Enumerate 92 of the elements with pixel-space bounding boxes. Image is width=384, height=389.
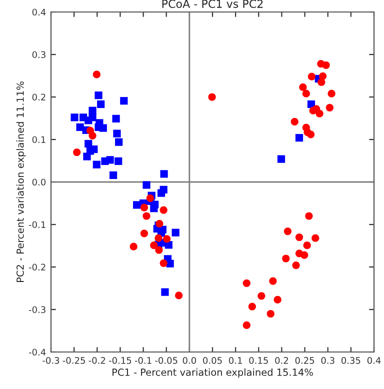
point: [142, 181, 150, 189]
y-axis-title: PC2 - Percent variation explained 11.11%: [16, 82, 26, 282]
x-tick-label: -0.15: [108, 357, 132, 364]
y-tick-label: -0.4: [28, 348, 46, 356]
point: [284, 227, 292, 236]
point: [295, 134, 304, 142]
point: [300, 251, 308, 259]
point: [282, 254, 290, 262]
point: [160, 259, 168, 267]
point: [88, 132, 96, 140]
point: [305, 212, 313, 220]
point: [150, 204, 158, 212]
point: [299, 83, 307, 92]
point: [302, 90, 310, 98]
y-tick-label: -0.1: [28, 221, 46, 228]
chart-title: PCoA - PC1 vs PC2: [162, 0, 263, 8]
x-tick-label: 0.0: [182, 357, 196, 364]
point: [97, 100, 105, 108]
point: [208, 93, 216, 101]
point: [290, 118, 298, 126]
x-tick-label: 0.4: [367, 357, 381, 364]
point: [88, 114, 96, 122]
x-tick-label: 0.1: [228, 357, 242, 364]
point: [146, 194, 154, 202]
point: [120, 97, 128, 105]
point: [99, 124, 107, 132]
point: [172, 228, 180, 236]
point: [318, 78, 326, 86]
point: [163, 235, 171, 243]
point: [83, 152, 91, 160]
point: [130, 242, 138, 250]
point: [242, 321, 250, 330]
point: [274, 296, 282, 304]
x-tick-label: -0.25: [62, 357, 85, 364]
point: [295, 233, 304, 242]
point: [140, 230, 148, 238]
point: [292, 261, 300, 270]
point: [115, 138, 123, 146]
point: [242, 279, 250, 287]
point: [113, 130, 121, 138]
y-tick-label: -0.2: [28, 264, 46, 271]
point: [142, 212, 150, 220]
point: [150, 242, 158, 250]
x-tick-label: -0.1: [134, 357, 152, 364]
point: [306, 130, 315, 138]
x-tick-label: 0.35: [341, 357, 360, 364]
x-tick-label: 0.2: [275, 357, 288, 364]
x-tick-label: 0.25: [295, 357, 314, 364]
point: [277, 155, 286, 163]
point: [160, 170, 168, 178]
point: [248, 302, 256, 310]
y-tick-label: 0.0: [32, 178, 46, 186]
x-tick-label: -0.2: [88, 357, 106, 364]
point: [322, 61, 330, 69]
x-axis-title: PC1 - Percent variation explained 15.14%: [112, 368, 313, 378]
point: [112, 114, 120, 122]
point: [92, 160, 100, 168]
point: [161, 288, 169, 296]
point: [160, 206, 168, 214]
x-tick-label: 0.05: [203, 357, 222, 364]
x-tick-label: 0.15: [249, 357, 268, 364]
point: [269, 277, 277, 285]
point: [157, 189, 166, 197]
y-tick-label: 0.3: [32, 51, 46, 58]
point: [155, 246, 163, 254]
x-tick-label: -0.3: [42, 357, 60, 364]
y-tick-label: 0.1: [32, 136, 46, 144]
point: [326, 104, 334, 112]
point: [70, 114, 78, 122]
x-tick-label: 0.3: [321, 357, 334, 364]
y-tick-label: -0.3: [28, 306, 46, 314]
point: [258, 292, 266, 300]
point: [166, 260, 174, 268]
point: [328, 90, 336, 98]
point: [140, 204, 148, 212]
point: [154, 234, 162, 242]
point: [109, 171, 118, 180]
point: [114, 157, 122, 165]
point: [94, 91, 102, 100]
x-tick-label: -0.05: [155, 357, 178, 364]
point: [308, 72, 316, 80]
point: [316, 110, 324, 118]
point: [133, 201, 141, 209]
point: [303, 242, 311, 250]
point: [73, 148, 81, 156]
y-tick-label: 0.2: [32, 94, 46, 101]
y-tick-label: 0.4: [32, 8, 46, 16]
point: [106, 156, 114, 164]
point: [92, 70, 100, 78]
point: [175, 292, 183, 300]
point: [266, 310, 274, 318]
point: [312, 234, 320, 242]
